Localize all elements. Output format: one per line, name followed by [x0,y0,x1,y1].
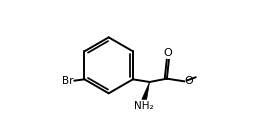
Text: O: O [185,76,193,86]
Text: NH₂: NH₂ [134,101,154,111]
Polygon shape [142,82,150,99]
Text: Br: Br [62,76,74,86]
Text: O: O [164,48,172,58]
